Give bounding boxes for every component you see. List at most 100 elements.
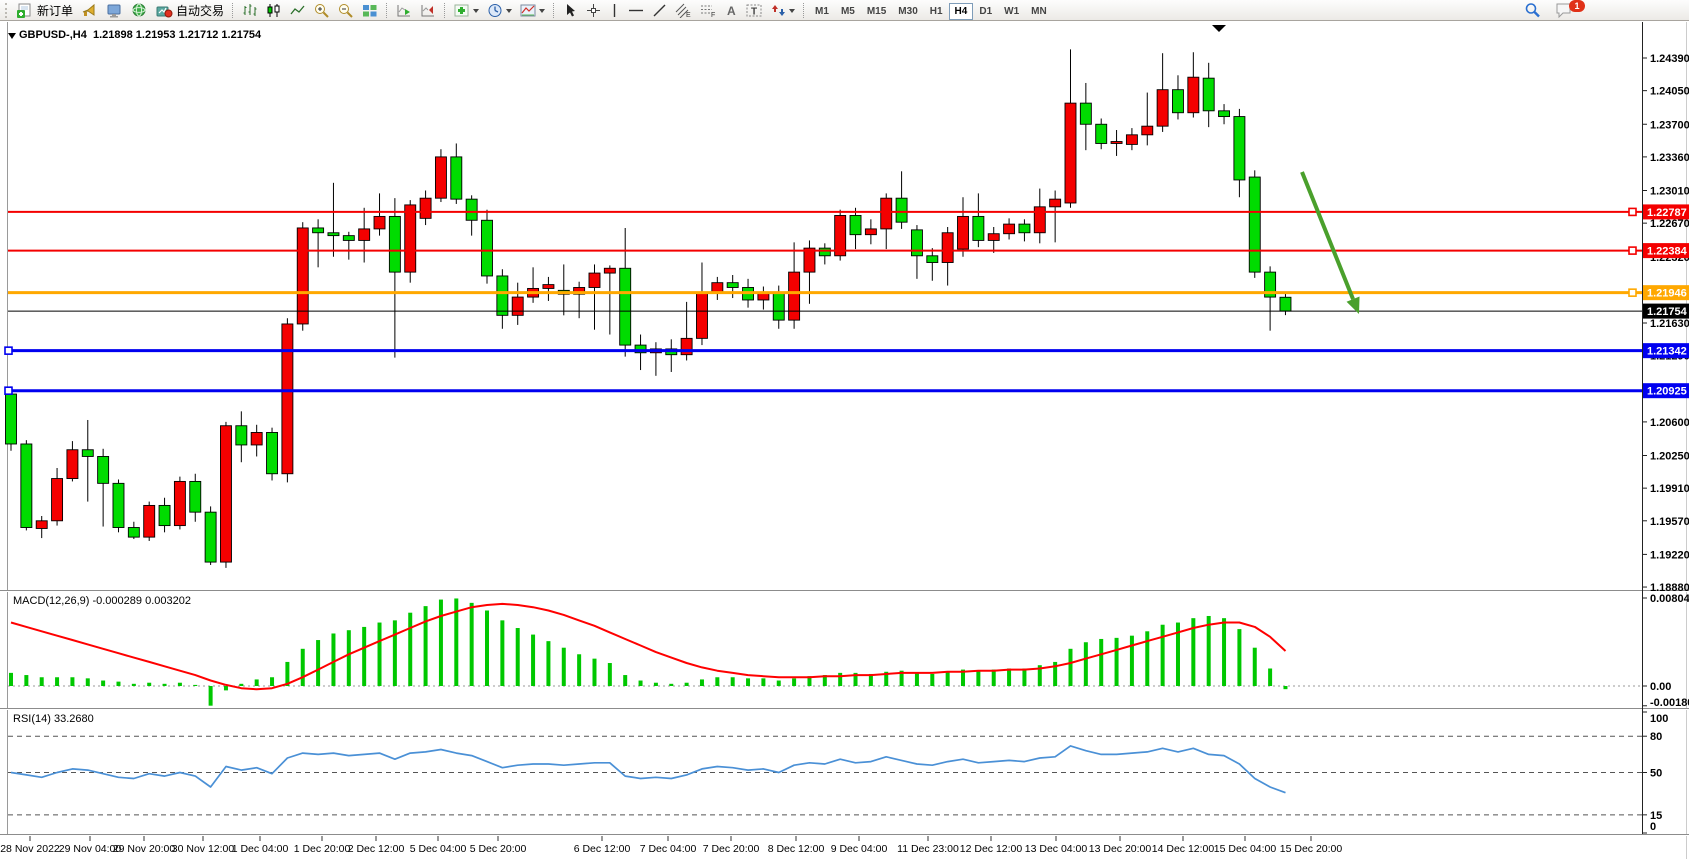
autotrading-button[interactable]: 自动交易 — [152, 1, 228, 20]
autotrading-label: 自动交易 — [176, 3, 225, 18]
svg-text:15 Dec 20:00: 15 Dec 20:00 — [1280, 843, 1343, 855]
datacenter-icon — [132, 3, 146, 16]
svg-text:5 Dec 20:00: 5 Dec 20:00 — [470, 843, 527, 855]
svg-text:29 Nov 20:00: 29 Nov 20:00 — [113, 843, 176, 855]
timeframe-button-M1[interactable]: M1 — [809, 3, 835, 20]
horizontal-line-icon — [629, 9, 644, 11]
zoom-in-button[interactable] — [310, 1, 334, 20]
text-label-icon: T — [746, 4, 762, 17]
svg-text:1.20600: 1.20600 — [1650, 417, 1689, 429]
macd-indicator-label: MACD(12,26,9) -0.000289 0.003202 — [13, 595, 191, 607]
equidistant-channel-tool-button[interactable]: E — [671, 1, 696, 20]
rsi-panel — [8, 735, 1642, 816]
trendline-icon — [653, 4, 666, 16]
horizontal-line-tool-button[interactable] — [624, 1, 648, 20]
hline-1.21754[interactable]: 1.21754 — [8, 303, 1689, 319]
chart-title: GBPUSD-,H4 1.21898 1.21953 1.21712 1.217… — [19, 29, 262, 41]
scroll-marker — [1212, 25, 1226, 32]
arrow-annotation[interactable] — [1300, 171, 1360, 314]
timeframe-button-H1[interactable]: H1 — [924, 3, 949, 20]
timeframe-group: M1 M5 M15 M30 H1 H4 D1 W1 MN — [809, 1, 1053, 20]
search-button[interactable] — [1520, 1, 1545, 20]
macd-signal-line — [10, 602, 1287, 691]
svg-text:11 Dec 23:00: 11 Dec 23:00 — [897, 843, 959, 855]
chevron-down-icon — [473, 8, 480, 16]
crosshair-tool-button[interactable] — [582, 1, 605, 20]
svg-text:1.24390: 1.24390 — [1650, 53, 1689, 65]
zoom-in-icon — [315, 3, 329, 18]
vertical-line-tool-button[interactable] — [605, 1, 624, 20]
notifications-button[interactable]: 1 — [1551, 0, 1589, 20]
price-badge — [1643, 243, 1689, 259]
svg-text:80: 80 — [1650, 731, 1662, 743]
svg-text:1.23360: 1.23360 — [1650, 152, 1689, 164]
cursor-tool-button[interactable] — [559, 1, 582, 20]
svg-text:9 Dec 04:00: 9 Dec 04:00 — [831, 843, 888, 855]
toolbar-separator — [232, 2, 234, 18]
fibonacci-tool-button[interactable]: F — [696, 1, 721, 20]
line-chart-icon — [290, 5, 305, 14]
trendline-tool-button[interactable] — [648, 1, 671, 20]
timeframe-button-D1[interactable]: D1 — [973, 3, 998, 20]
hline-1.21342[interactable]: 1.21342 — [4, 343, 1689, 359]
metaeditor-icon — [107, 4, 121, 17]
chart-line-button[interactable] — [286, 1, 310, 20]
chart-bars-button[interactable] — [238, 1, 262, 20]
svg-text:15: 15 — [1650, 810, 1662, 822]
bar-chart-icon — [243, 3, 257, 16]
new-order-button[interactable]: 新订单 — [13, 1, 77, 20]
indicators-icon — [454, 4, 469, 16]
svg-text:1.23700: 1.23700 — [1650, 119, 1689, 131]
svg-text:50: 50 — [1650, 768, 1662, 780]
svg-text:1.20925: 1.20925 — [1647, 386, 1687, 398]
line-handle — [1628, 246, 1637, 255]
template-icon — [520, 4, 536, 16]
chart-dropdown-icon[interactable] — [8, 33, 16, 43]
megaphone-button[interactable] — [77, 1, 102, 20]
timeframe-button-M5[interactable]: M5 — [835, 3, 861, 20]
svg-text:7 Dec 20:00: 7 Dec 20:00 — [703, 843, 760, 855]
datacenter-button[interactable] — [127, 1, 152, 20]
notification-badge: 1 — [1569, 0, 1585, 12]
channel-icon: E — [675, 3, 691, 18]
svg-text:14 Dec 12:00: 14 Dec 12:00 — [1152, 843, 1215, 855]
price-badge — [1643, 343, 1689, 359]
chart-shift-button[interactable] — [416, 1, 440, 20]
hline-1.21946[interactable]: 1.21946 — [8, 285, 1689, 301]
svg-text:1.21630: 1.21630 — [1650, 318, 1689, 330]
zoom-out-button[interactable] — [334, 1, 358, 20]
svg-text:30 Nov 12:00: 30 Nov 12:00 — [172, 843, 235, 855]
timeframe-button-W1[interactable]: W1 — [998, 3, 1025, 20]
templates-button[interactable] — [516, 1, 549, 20]
hline-1.20925[interactable]: 1.20925 — [4, 383, 1689, 399]
hline-1.22787[interactable]: 1.22787 — [8, 204, 1689, 220]
line-handle — [4, 386, 13, 395]
timeframe-button-M30[interactable]: M30 — [892, 3, 923, 20]
tile-windows-icon — [363, 4, 377, 16]
svg-text:F: F — [711, 12, 715, 18]
arrows-tool-button[interactable] — [767, 1, 799, 20]
macd-histogram — [9, 598, 1288, 706]
text-tool-button[interactable]: A — [721, 1, 742, 20]
toolbar-separator — [386, 2, 388, 18]
candles — [5, 49, 1292, 568]
timeframe-button-M15[interactable]: M15 — [861, 3, 892, 20]
line-handle — [4, 346, 13, 355]
svg-text:29 Nov 04:00: 29 Nov 04:00 — [59, 843, 122, 855]
svg-text:1.21754: 1.21754 — [1647, 306, 1688, 318]
svg-text:0.00: 0.00 — [1650, 681, 1671, 693]
auto-scroll-button[interactable] — [392, 1, 416, 20]
hline-1.22384[interactable]: 1.22384 — [8, 243, 1689, 259]
timeframe-button-MN[interactable]: MN — [1025, 3, 1053, 20]
tile-windows-button[interactable] — [358, 1, 382, 20]
clock-icon — [488, 3, 502, 17]
indicators-button[interactable] — [450, 1, 483, 20]
periods-button[interactable] — [483, 1, 516, 20]
timeframe-button-H4[interactable]: H4 — [948, 2, 974, 20]
metaeditor-button[interactable] — [102, 1, 127, 20]
arrows-icon — [772, 4, 786, 16]
text-label-tool-button[interactable]: T — [742, 1, 767, 20]
chart-candles-button[interactable] — [262, 1, 286, 20]
